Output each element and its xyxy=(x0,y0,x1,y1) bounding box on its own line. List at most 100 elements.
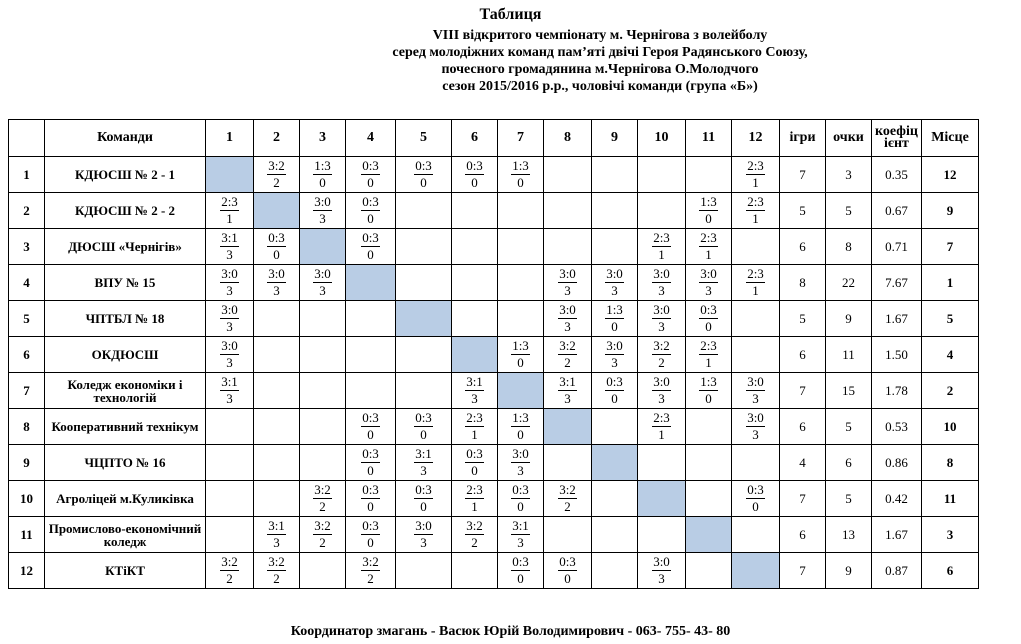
match-result-cell: 3:0 3 xyxy=(543,264,592,301)
match-score: 3:0 3 xyxy=(313,266,332,299)
table-row: 10 Агроліцей м.Куликівка 3:2 2 0:3 0 0:3 0 2:3 1 0… xyxy=(8,480,979,517)
match-points: 0 xyxy=(367,211,374,226)
match-score: 0:3 0 xyxy=(511,482,530,515)
match-result-cell: 1:3 0 xyxy=(299,156,346,193)
match-result-cell: 3:0 3 xyxy=(731,372,780,409)
match-points: 0 xyxy=(367,427,374,442)
set-score: 0:3 xyxy=(699,302,718,319)
set-score: 1:3 xyxy=(699,374,718,391)
match-score: 3:0 3 xyxy=(746,374,765,407)
match-points: 0 xyxy=(319,175,326,190)
match-points: 2 xyxy=(471,535,478,550)
match-score: 3:2 2 xyxy=(313,518,332,551)
match-points: 0 xyxy=(367,499,374,514)
match-score: 3:1 3 xyxy=(465,374,484,407)
subtitle-line: VIII відкритого чемпіонату м. Чернігова … xyxy=(432,28,768,43)
match-points: 2 xyxy=(564,499,571,514)
diagonal-cell xyxy=(205,156,254,193)
match-score: 3:0 3 xyxy=(414,518,433,551)
match-points: 0 xyxy=(471,463,478,478)
match-result-cell: 3:0 3 xyxy=(637,552,686,589)
match-result-cell: 3:2 2 xyxy=(253,552,300,589)
match-score: 3:0 3 xyxy=(699,266,718,299)
place-cell: 11 xyxy=(921,480,979,517)
set-score: 0:3 xyxy=(361,158,380,175)
match-score: 0:3 0 xyxy=(414,482,433,515)
points-cell: 5 xyxy=(825,192,872,229)
match-points: 1 xyxy=(705,355,712,370)
points-cell: 13 xyxy=(825,516,872,553)
match-points: 0 xyxy=(420,175,427,190)
empty-result-cell xyxy=(591,552,638,589)
header-coef: коефіц ієнт xyxy=(871,119,922,157)
subtitle-line: серед молодіжних команд пам’яті двічі Ге… xyxy=(392,45,808,60)
empty-result-cell xyxy=(497,264,544,301)
points-cell: 9 xyxy=(825,300,872,337)
match-result-cell: 1:3 0 xyxy=(497,408,544,445)
empty-result-cell xyxy=(543,192,592,229)
match-result-cell: 3:2 2 xyxy=(253,156,300,193)
team-name: КДЮСШ № 2 - 1 xyxy=(44,156,206,193)
subtitle-line: сезон 2015/2016 р.р., чоловічі команди (… xyxy=(442,79,758,94)
match-points: 0 xyxy=(420,427,427,442)
match-score: 0:3 0 xyxy=(699,302,718,335)
set-score: 2:3 xyxy=(699,230,718,247)
row-number: 10 xyxy=(8,480,45,517)
coef-cell: 0.87 xyxy=(871,552,922,589)
match-result-cell: 0:3 0 xyxy=(395,156,452,193)
match-result-cell: 0:3 0 xyxy=(591,372,638,409)
empty-result-cell xyxy=(497,228,544,265)
match-result-cell: 0:3 0 xyxy=(345,192,396,229)
match-score: 0:3 0 xyxy=(605,374,624,407)
games-cell: 6 xyxy=(779,336,826,373)
match-points: 0 xyxy=(273,247,280,262)
empty-result-cell xyxy=(685,408,732,445)
match-score: 0:3 0 xyxy=(465,158,484,191)
match-points: 1 xyxy=(658,247,665,262)
points-cell: 3 xyxy=(825,156,872,193)
match-result-cell: 3:0 3 xyxy=(637,372,686,409)
team-name: КТіКТ xyxy=(44,552,206,589)
set-score: 3:0 xyxy=(605,266,624,283)
footer-coordinator: Координатор змагань - Васюк Юрій Володим… xyxy=(290,624,731,639)
match-result-cell: 0:3 0 xyxy=(395,408,452,445)
coef-cell: 0.42 xyxy=(871,480,922,517)
match-result-cell: 0:3 0 xyxy=(253,228,300,265)
empty-result-cell xyxy=(345,372,396,409)
empty-result-cell xyxy=(395,372,452,409)
match-score: 0:3 0 xyxy=(465,446,484,479)
set-score: 0:3 xyxy=(465,158,484,175)
row-number: 12 xyxy=(8,552,45,589)
set-score: 3:0 xyxy=(652,302,671,319)
empty-result-cell xyxy=(395,552,452,589)
set-score: 2:3 xyxy=(746,194,765,211)
match-score: 3:1 3 xyxy=(558,374,577,407)
match-score: 3:0 3 xyxy=(220,338,239,371)
empty-result-cell xyxy=(637,156,686,193)
header-col-10: 10 xyxy=(637,119,686,157)
table-row: 4 ВПУ № 15 3:0 3 3:0 3 3:0 3 3:0 3 3:0 3 3:0 3 3:0 3 2:3… xyxy=(8,264,979,301)
match-score: 0:3 0 xyxy=(361,518,380,551)
match-result-cell: 3:2 2 xyxy=(451,516,498,553)
games-cell: 5 xyxy=(779,192,826,229)
match-result-cell: 2:3 1 xyxy=(205,192,254,229)
header-coef-line1: коефіц xyxy=(875,124,918,139)
header-col-6: 6 xyxy=(451,119,498,157)
match-points: 0 xyxy=(752,499,759,514)
set-score: 3:0 xyxy=(746,410,765,427)
match-score: 2:3 1 xyxy=(652,230,671,263)
match-score: 0:3 0 xyxy=(414,410,433,443)
match-result-cell: 2:3 1 xyxy=(685,336,732,373)
empty-result-cell xyxy=(731,336,780,373)
match-result-cell: 0:3 0 xyxy=(345,408,396,445)
set-score: 3:2 xyxy=(267,158,286,175)
match-result-cell: 2:3 1 xyxy=(731,264,780,301)
match-points: 2 xyxy=(226,571,233,586)
header-col-7: 7 xyxy=(497,119,544,157)
match-result-cell: 2:3 1 xyxy=(731,156,780,193)
match-score: 3:2 2 xyxy=(558,338,577,371)
empty-result-cell xyxy=(451,264,498,301)
match-score: 0:3 0 xyxy=(511,554,530,587)
match-score: 3:0 3 xyxy=(605,266,624,299)
match-points: 3 xyxy=(564,391,571,406)
